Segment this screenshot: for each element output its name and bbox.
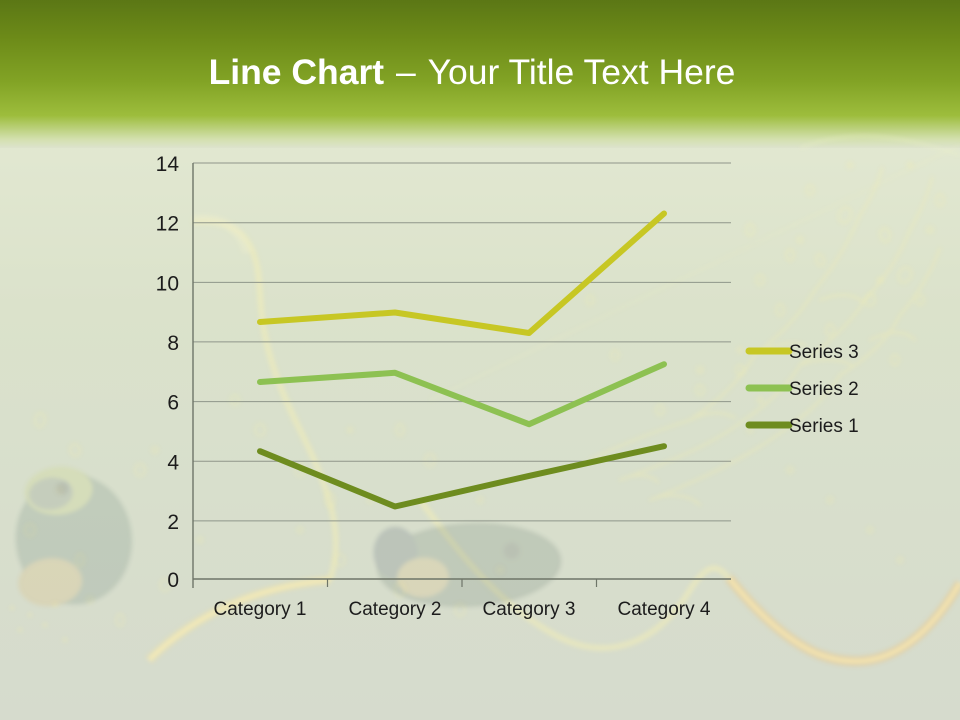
svg-text:Category 4: Category 4 xyxy=(618,599,711,620)
svg-text:10: 10 xyxy=(156,272,179,295)
svg-text:6: 6 xyxy=(167,392,179,415)
svg-text:12: 12 xyxy=(156,213,179,236)
svg-text:4: 4 xyxy=(167,451,179,474)
svg-text:Category 1: Category 1 xyxy=(214,599,307,620)
svg-text:Series 1: Series 1 xyxy=(789,416,859,437)
svg-text:Series 3: Series 3 xyxy=(789,342,859,363)
svg-text:14: 14 xyxy=(156,153,180,176)
svg-text:0: 0 xyxy=(167,569,179,592)
svg-text:Series 2: Series 2 xyxy=(789,379,859,400)
svg-text:2: 2 xyxy=(167,511,179,534)
svg-text:Category 2: Category 2 xyxy=(349,599,442,620)
svg-text:8: 8 xyxy=(167,332,179,355)
svg-text:Category 3: Category 3 xyxy=(483,599,576,620)
